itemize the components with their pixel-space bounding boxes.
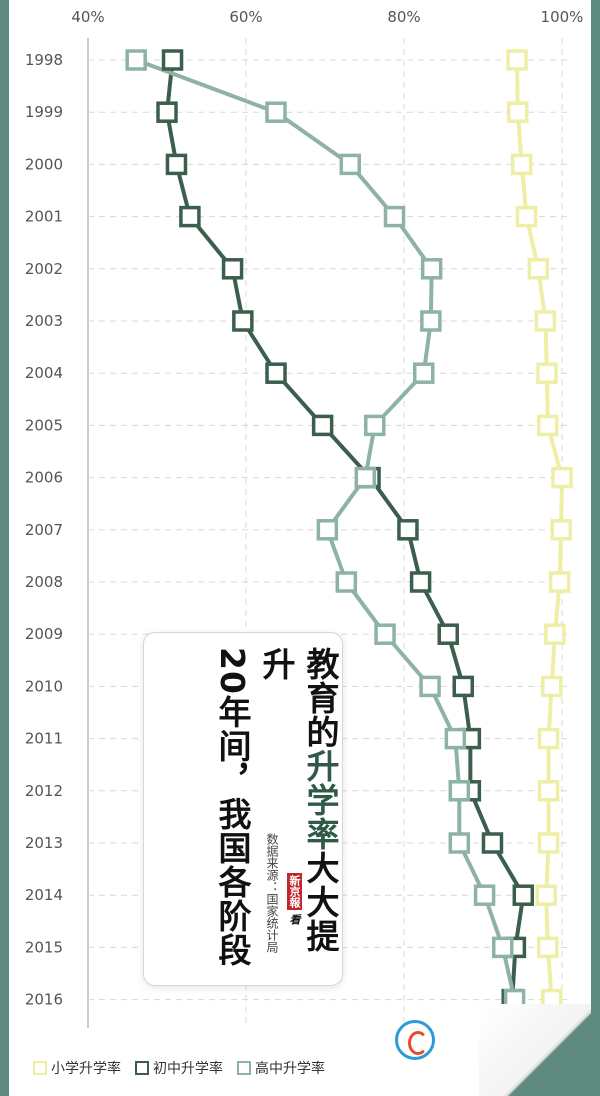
year-tick-label: 2000: [25, 155, 63, 173]
data-source: 数据来源：国家统计局: [265, 833, 279, 953]
data-point-marker: [409, 571, 432, 593]
year-tick-label: 2012: [25, 782, 63, 800]
year-tick-label: 2013: [25, 834, 63, 852]
page-curl-decoration: [479, 1004, 591, 1096]
title-part-3: 大大提升: [257, 647, 340, 953]
data-point-marker: [512, 884, 535, 906]
legend-item: 小学升学率: [33, 1058, 121, 1078]
watermark-script: 看: [288, 914, 301, 925]
data-point-marker: [364, 414, 386, 437]
legend-label: 小学升学率: [51, 1061, 121, 1077]
data-point-marker: [481, 832, 504, 854]
data-point-marker: [535, 884, 557, 906]
year-tick-label: 2005: [25, 416, 63, 434]
data-point-marker: [397, 519, 419, 541]
data-point-marker: [492, 936, 514, 959]
legend-item: 初中升学率: [135, 1058, 223, 1078]
data-point-marker: [551, 466, 573, 489]
data-point-marker: [335, 571, 358, 593]
infographic-page: 40% 60% 80% 100% 1998 1999 2000 2001 2002 2003 200…: [9, 0, 591, 1096]
x-tick-label: 60%: [229, 8, 262, 26]
data-point-marker: [383, 205, 406, 228]
year-tick-label: 2003: [25, 312, 63, 330]
data-point-marker: [473, 884, 496, 906]
data-point-marker: [537, 727, 560, 750]
data-point-marker: [265, 362, 287, 384]
data-point-marker: [544, 623, 566, 645]
year-tick-label: 1998: [25, 51, 63, 69]
legend-item: 高中升学率: [237, 1058, 325, 1078]
year-tick-label: 2015: [25, 938, 63, 956]
data-point-marker: [515, 205, 538, 228]
data-point-marker: [316, 519, 339, 541]
year-tick-label: 2009: [25, 625, 63, 643]
data-point-marker: [534, 310, 557, 332]
data-point-marker: [506, 49, 528, 71]
legend-swatch: [135, 1061, 149, 1075]
year-tick-label: 1999: [25, 103, 63, 121]
data-point-marker: [354, 466, 377, 489]
data-point-marker: [540, 675, 563, 698]
data-point-marker: [311, 414, 334, 437]
data-point-marker: [527, 258, 550, 280]
x-tick-label: 80%: [387, 8, 420, 26]
data-point-marker: [536, 362, 558, 384]
data-point-marker: [537, 780, 560, 802]
data-point-marker: [179, 205, 201, 228]
chart-title: 教育的升学率大大提升 20年间，我国各阶段: [152, 647, 342, 977]
year-tick-label: 2006: [25, 469, 63, 487]
x-tick-label: 40%: [71, 8, 104, 26]
data-point-marker: [448, 832, 471, 854]
data-point-marker: [510, 153, 533, 176]
chart-legend: 小学升学率 初中升学率 高中升学率: [33, 1058, 339, 1078]
data-point-marker: [537, 832, 560, 854]
year-tick-label: 2007: [25, 521, 63, 539]
title-line-2: 20年间，我国各阶段: [213, 647, 252, 967]
year-tick-label: 2011: [25, 730, 63, 748]
data-point-marker: [221, 258, 244, 280]
title-part-highlight: 升学率: [301, 749, 340, 851]
data-point-marker: [550, 519, 572, 541]
year-tick-label: 2002: [25, 260, 63, 278]
data-point-marker: [507, 101, 529, 123]
title-part-1: 教育的: [301, 647, 340, 749]
data-point-marker: [161, 49, 184, 71]
legend-label: 高中升学率: [255, 1061, 325, 1077]
data-point-marker: [420, 258, 443, 280]
data-point-marker: [413, 362, 435, 384]
title-box: 教育的升学率大大提升 20年间，我国各阶段 数据来源：国家统计局 新京報看: [143, 632, 343, 986]
legend-swatch: [237, 1061, 251, 1075]
year-tick-label: 2004: [25, 364, 63, 382]
data-point-marker: [448, 780, 471, 802]
data-point-marker: [419, 675, 441, 698]
data-point-marker: [452, 675, 474, 698]
year-tick-label: 2010: [25, 677, 63, 695]
publisher-logo: 新京報看: [287, 873, 302, 925]
data-point-marker: [548, 571, 571, 593]
data-point-marker: [537, 936, 559, 959]
data-point-marker: [537, 414, 559, 437]
data-point-marker: [265, 101, 287, 123]
data-point-marker: [420, 310, 442, 332]
legend-swatch: [33, 1061, 47, 1075]
app-logo-icon: [395, 1020, 435, 1060]
data-point-marker: [125, 49, 147, 71]
year-tick-label: 2014: [25, 886, 63, 904]
year-tick-label: 2008: [25, 573, 63, 591]
data-point-marker: [339, 153, 362, 176]
data-point-marker: [374, 623, 396, 645]
data-point-marker: [437, 623, 459, 645]
data-point-marker: [165, 153, 188, 176]
year-tick-label: 2001: [25, 208, 63, 226]
x-tick-label: 100%: [541, 8, 584, 26]
legend-label: 初中升学率: [153, 1061, 223, 1077]
data-point-marker: [232, 310, 254, 332]
data-point-marker: [156, 101, 178, 123]
data-point-marker: [444, 727, 467, 750]
year-tick-label: 2016: [25, 991, 63, 1009]
